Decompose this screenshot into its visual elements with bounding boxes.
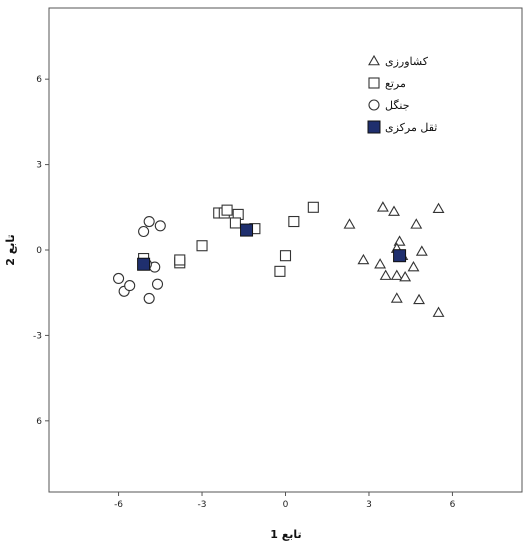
y-axis-title: تابع 2 (4, 234, 17, 265)
x-tick-label: 0 (283, 500, 289, 510)
data-point (196, 240, 208, 252)
legend-label: مرتع (385, 77, 406, 90)
legend-marker (367, 120, 381, 134)
y-tick-label: 3 (36, 161, 42, 171)
points-layer (113, 201, 445, 317)
data-point (124, 280, 136, 292)
ticks-layer: -6 -3 0 3 6 6 3 0 -3 6 (33, 75, 456, 510)
data-point (229, 217, 241, 229)
data-point (379, 269, 392, 280)
data-point (221, 204, 233, 216)
data-point (279, 250, 292, 262)
data-point (390, 269, 403, 280)
legend: کشاورزی مرتع جنگل ثقل مرکزی (367, 54, 437, 134)
x-tick-label: 3 (366, 500, 372, 510)
data-point (174, 254, 186, 266)
y-tick-label: 6 (36, 75, 42, 85)
x-axis-title: تابع 1 (270, 528, 301, 541)
plot-frame (48, 7, 523, 493)
data-point (151, 278, 164, 290)
data-point (274, 265, 286, 277)
data-point (143, 215, 155, 228)
data-point (390, 292, 403, 303)
data-point (399, 270, 412, 282)
data-point (376, 201, 389, 212)
data-point (432, 202, 445, 214)
data-point (432, 306, 445, 317)
data-point (343, 218, 356, 229)
data-point (138, 225, 150, 238)
legend-marker (368, 54, 380, 66)
data-point (307, 201, 319, 213)
data-point (143, 292, 155, 304)
legend-label: ثقل مرکزی (385, 121, 437, 134)
data-point (154, 220, 166, 232)
y-tick-label: 0 (36, 246, 42, 256)
data-point (113, 272, 125, 285)
data-point (374, 258, 387, 269)
centroid-point (137, 257, 151, 271)
data-point (388, 205, 400, 216)
data-point (415, 245, 428, 256)
data-point (407, 260, 420, 272)
legend-label: کشاورزی (385, 55, 429, 68)
x-tick-label: 6 (450, 500, 456, 510)
x-tick-label: -3 (198, 500, 207, 510)
legend-label: جنگل (385, 99, 410, 112)
centroid-point (240, 223, 254, 237)
y-tick-label: 6 (36, 417, 42, 427)
data-point (357, 253, 370, 265)
data-point (410, 218, 423, 229)
x-tick-label: -6 (114, 500, 123, 510)
centroid-point (393, 249, 407, 263)
y-tick-label: -3 (33, 331, 42, 341)
legend-marker (368, 99, 380, 111)
data-point (288, 215, 300, 228)
data-point (413, 293, 426, 305)
legend-marker (368, 77, 380, 89)
